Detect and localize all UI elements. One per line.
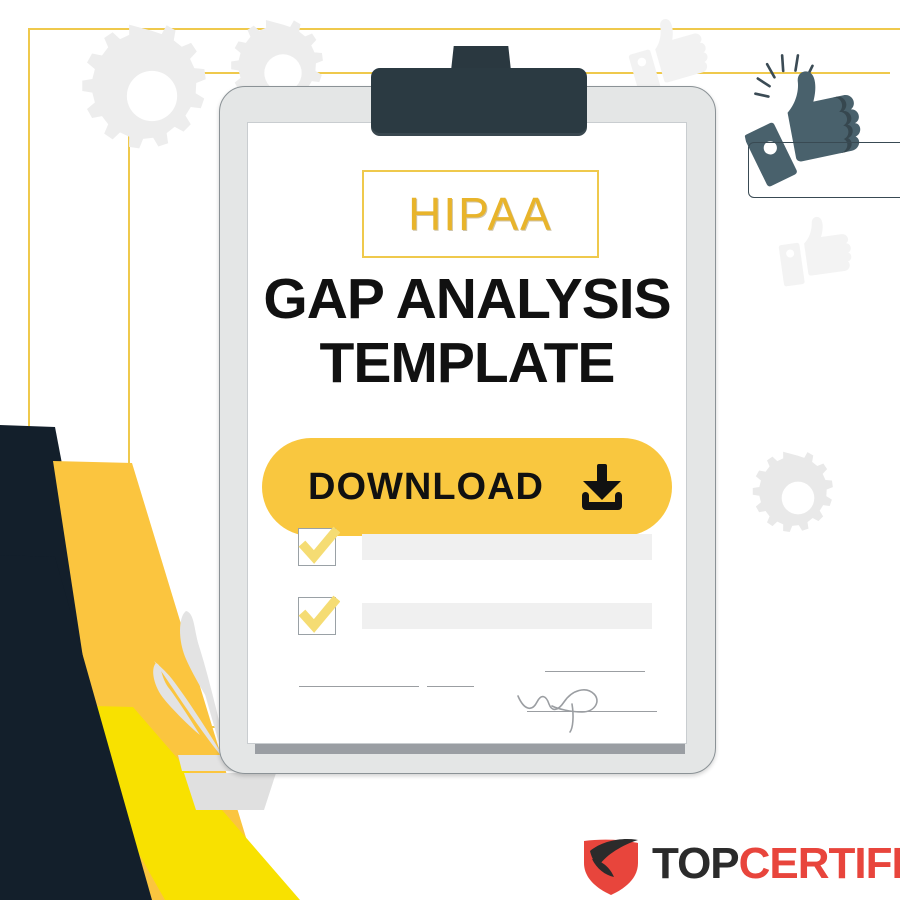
paper-bottom-shadow [255, 744, 685, 754]
clipboard-paper [247, 122, 687, 744]
list-item[interactable] [298, 595, 652, 635]
signature-rule-top [545, 671, 645, 672]
headline-line-1: GAP ANALYSIS [263, 267, 671, 331]
download-button[interactable]: DOWNLOAD [262, 438, 672, 536]
signature-rule-bottom [527, 711, 657, 712]
logo-text-certifier: CERTIFIER [738, 839, 900, 888]
checkbox-checked-icon[interactable] [298, 595, 340, 635]
signature-rule-left [299, 686, 419, 687]
download-button-label: DOWNLOAD [308, 465, 544, 508]
checkbox-checked-icon[interactable] [298, 526, 340, 566]
page-title: GAP ANALYSIS TEMPLATE [247, 267, 687, 395]
logo-text-top: TOP [652, 839, 740, 888]
hipaa-badge-label: HIPAA [408, 188, 553, 240]
brand-logo[interactable]: TOP CERTIFIER [580, 833, 900, 895]
hipaa-badge: HIPAA [362, 170, 599, 258]
list-item-placeholder-bar [362, 534, 652, 560]
headline-line-2: TEMPLATE [319, 330, 616, 395]
list-item[interactable] [298, 526, 652, 566]
signature-scribble [517, 689, 598, 733]
signature-rule-left2 [427, 686, 474, 687]
gear-icon [750, 450, 846, 546]
shield-check-icon [584, 839, 638, 895]
clip-highlight [748, 142, 900, 198]
download-icon [581, 464, 622, 510]
thumbs-up-icon [773, 205, 863, 296]
clipboard-clip [371, 68, 900, 198]
gear-icon [78, 22, 226, 170]
list-item-placeholder-bar [362, 603, 652, 629]
